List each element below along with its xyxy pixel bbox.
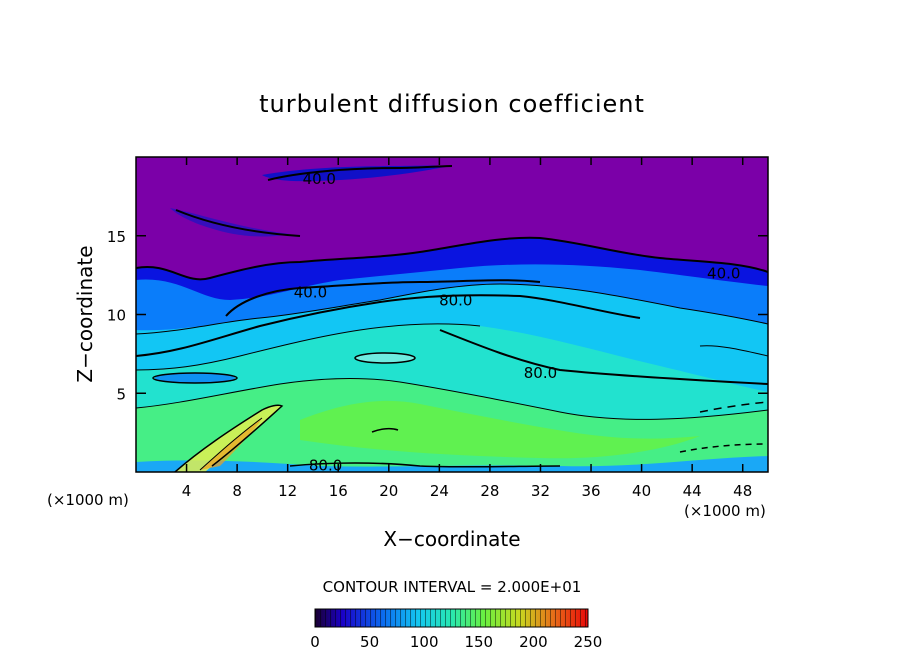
x-tick-label: 24 [430, 482, 449, 500]
y-tick-label: 15 [107, 228, 126, 246]
contour-line [136, 323, 481, 371]
x-tick-label: 32 [531, 482, 550, 500]
contour-line [289, 462, 561, 468]
contour-line [136, 283, 768, 335]
contour-line [136, 377, 768, 420]
field-pocket-1 [355, 353, 415, 363]
contour-line [174, 404, 284, 472]
field-bright-green-core [300, 400, 700, 459]
field-plume-core [200, 418, 262, 470]
x-tick-label: 40 [632, 482, 651, 500]
x-tick-label: 20 [379, 482, 398, 500]
colorbar-frame [314, 608, 589, 628]
colorbar-stripes [315, 609, 588, 627]
x-axis-ticks: 4 8 12 16 20 24 28 32 36 40 44 48 [182, 157, 752, 500]
contour-label: 80.0 [309, 457, 342, 475]
contour-label: 40.0 [707, 265, 740, 283]
contour-line [371, 427, 399, 433]
contour-line [136, 294, 641, 357]
contour-label: 80.0 [439, 291, 472, 309]
field-plume [175, 405, 282, 472]
x-unit-right: (×1000 m) [684, 502, 766, 520]
y-tick-label: 5 [116, 385, 126, 403]
contour-interval-note: CONTOUR INTERVAL = 2.000E+01 [323, 578, 582, 596]
colorbar-tick-label: 250 [574, 633, 603, 651]
contour-line [699, 401, 768, 413]
y-axis-ticks: 5 10 15 [107, 228, 768, 403]
contour-line [152, 372, 238, 384]
field-mid-lobe [170, 208, 290, 237]
colorbar-tick-label: 200 [519, 633, 548, 651]
x-tick-label: 44 [683, 482, 702, 500]
contour-line [175, 209, 301, 237]
colorbar-tick-label: 100 [410, 633, 439, 651]
contour-labels: 40.0 40.0 80.0 40.0 80.0 80.0 [294, 170, 741, 475]
field-upper-lobe [262, 165, 450, 182]
contour-line [354, 352, 416, 364]
colorbar-tick-label: 0 [310, 633, 320, 651]
contour-label: 40.0 [303, 170, 336, 188]
field-pocket-2 [155, 373, 235, 383]
x-unit-left: (×1000 m) [47, 491, 129, 509]
contour-line [199, 417, 263, 471]
y-tick-label: 10 [107, 307, 126, 325]
contour-line [679, 443, 768, 453]
x-tick-label: 28 [480, 482, 499, 500]
colorbar-tick-labels: 0 50 100 150 200 250 [310, 633, 602, 651]
x-tick-label: 16 [329, 482, 348, 500]
colorbar-tick-label: 50 [360, 633, 379, 651]
heatmap-field [136, 157, 768, 472]
x-tick-label: 12 [278, 482, 297, 500]
field-surface-strip [136, 456, 768, 472]
contour-label: 80.0 [524, 364, 557, 382]
colorbar-tick-label: 150 [464, 633, 493, 651]
contour-lines [136, 165, 768, 472]
contour-line [439, 329, 768, 385]
x-tick-label: 36 [581, 482, 600, 500]
chart-title: turbulent diffusion coefficient [259, 90, 645, 118]
x-tick-label: 4 [182, 482, 192, 500]
x-axis-label: X−coordinate [383, 527, 520, 551]
x-tick-label: 48 [733, 482, 752, 500]
contour-line [699, 345, 768, 357]
contour-line [267, 165, 453, 181]
colorbar: 0 50 100 150 200 250 [310, 608, 602, 651]
y-axis-label: Z−coordinate [73, 245, 97, 382]
contour-label: 40.0 [294, 283, 327, 301]
contour-line [225, 279, 541, 317]
contour-line [136, 236, 768, 281]
x-tick-label: 8 [232, 482, 242, 500]
